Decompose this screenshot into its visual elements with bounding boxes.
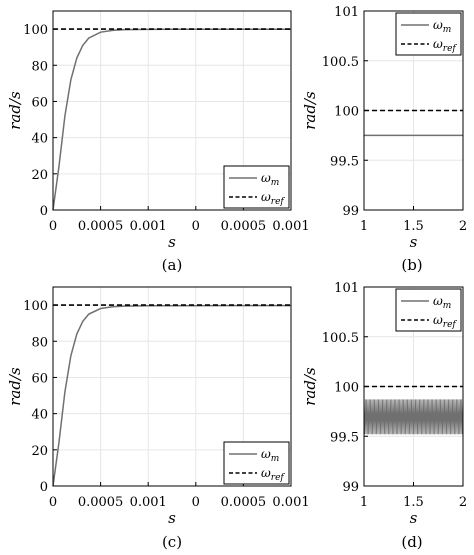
panel-caption: (b) <box>401 256 422 274</box>
legend: ωm ωref <box>223 441 290 485</box>
y-tick-label: 100 <box>23 299 48 314</box>
x-tick-label: 1 <box>360 495 368 510</box>
legend: ωm ωref <box>223 165 290 209</box>
axes-box <box>52 286 292 487</box>
x-tick-label: 0 <box>192 219 200 234</box>
legend-box <box>395 12 462 56</box>
y-tick-label: 20 <box>31 168 48 183</box>
x-tick-label: 0.0005 <box>78 219 124 234</box>
y-tick-label: 101 <box>334 281 359 296</box>
x-axis-label: s <box>168 233 176 251</box>
y-tick-label: 60 <box>31 371 48 386</box>
y-tick-label: 40 <box>31 132 48 147</box>
x-tick-label: 0.001 <box>130 219 167 234</box>
legend-box <box>223 441 290 485</box>
y-tick-label: 80 <box>31 59 48 74</box>
x-axis-label: s <box>410 233 418 251</box>
y-tick-label: 100 <box>334 105 359 120</box>
x-tick-label: 0.0005 <box>221 495 267 510</box>
y-tick-label: 100.5 <box>322 331 359 346</box>
legend: ωm ωref <box>395 12 462 56</box>
legend-box <box>223 165 290 209</box>
x-tick-label: 0 <box>49 495 57 510</box>
y-tick-label: 99.5 <box>330 430 359 445</box>
legend-label-omega-m: ωm <box>261 447 279 464</box>
axes-box <box>363 286 464 487</box>
x-tick-label: 0.0005 <box>221 219 267 234</box>
x-tick-label: 0 <box>49 219 57 234</box>
legend-label-omega-ref: ωref <box>261 466 285 483</box>
y-tick-label: 80 <box>31 335 48 350</box>
x-axis-label: s <box>410 509 418 527</box>
panel-caption: (a) <box>162 256 183 274</box>
chart-panel-d: 99 99.5 100 100.5 101 1 1.5 2 ωm ωref s rad/s (d) <box>301 281 467 551</box>
y-axis-label: rad/s <box>301 367 319 406</box>
y-tick-label: 20 <box>31 444 48 459</box>
x-axis-label: s <box>168 509 176 527</box>
axes-box <box>52 10 292 211</box>
y-tick-label: 101 <box>334 5 359 20</box>
x-tick-label: 1.5 <box>403 219 424 234</box>
y-axis-label: rad/s <box>6 91 24 130</box>
y-tick-label: 0 <box>40 204 48 219</box>
y-tick-label: 100 <box>334 381 359 396</box>
y-tick-label: 60 <box>31 95 48 110</box>
legend-label-omega-ref: ωref <box>261 190 285 207</box>
x-tick-label: 0.001 <box>272 219 309 234</box>
panel-caption: (d) <box>401 533 422 551</box>
legend: ωm ωref <box>395 288 462 332</box>
x-tick-label: 0.001 <box>272 495 309 510</box>
y-tick-label: 100.5 <box>322 55 359 70</box>
x-tick-label: 0.0005 <box>78 495 124 510</box>
legend-label-omega-m: ωm <box>433 18 451 35</box>
legend-box <box>395 288 462 332</box>
axes-box <box>363 10 464 211</box>
legend-label-omega-ref: ωref <box>433 37 457 54</box>
x-tick-label: 0.001 <box>130 495 167 510</box>
x-tick-label: 2 <box>459 219 467 234</box>
y-tick-label: 40 <box>31 408 48 423</box>
y-tick-label: 100 <box>23 23 48 38</box>
y-axis-label: rad/s <box>301 91 319 130</box>
x-tick-label: 2 <box>459 495 467 510</box>
panel-caption: (c) <box>162 533 182 551</box>
y-tick-label: 99.5 <box>330 154 359 169</box>
chart-panel-c: 0 20 40 60 80 100 0 0.0005 0.001 0 0.0005 0.001 ωm ωr… <box>6 286 310 551</box>
legend-label-omega-m: ωm <box>261 171 279 188</box>
x-tick-label: 1 <box>360 219 368 234</box>
x-tick-label: 1.5 <box>403 495 424 510</box>
legend-label-omega-m: ωm <box>433 294 451 311</box>
series-line-omega-m <box>363 399 464 435</box>
x-tick-label: 0 <box>192 495 200 510</box>
legend-label-omega-ref: ωref <box>433 313 457 330</box>
y-tick-label: 0 <box>40 480 48 495</box>
chart-panel-a: 0 20 40 60 80 100 0 0.0005 0.001 0 0.0005 0.001 ωm ωr… <box>6 10 310 274</box>
chart-panel-b: 99 99.5 100 100.5 101 1 1.5 2 ωm ωref s rad/s (b) <box>301 5 467 274</box>
y-tick-label: 99 <box>342 204 359 219</box>
y-axis-label: rad/s <box>6 367 24 406</box>
y-tick-label: 99 <box>342 480 359 495</box>
